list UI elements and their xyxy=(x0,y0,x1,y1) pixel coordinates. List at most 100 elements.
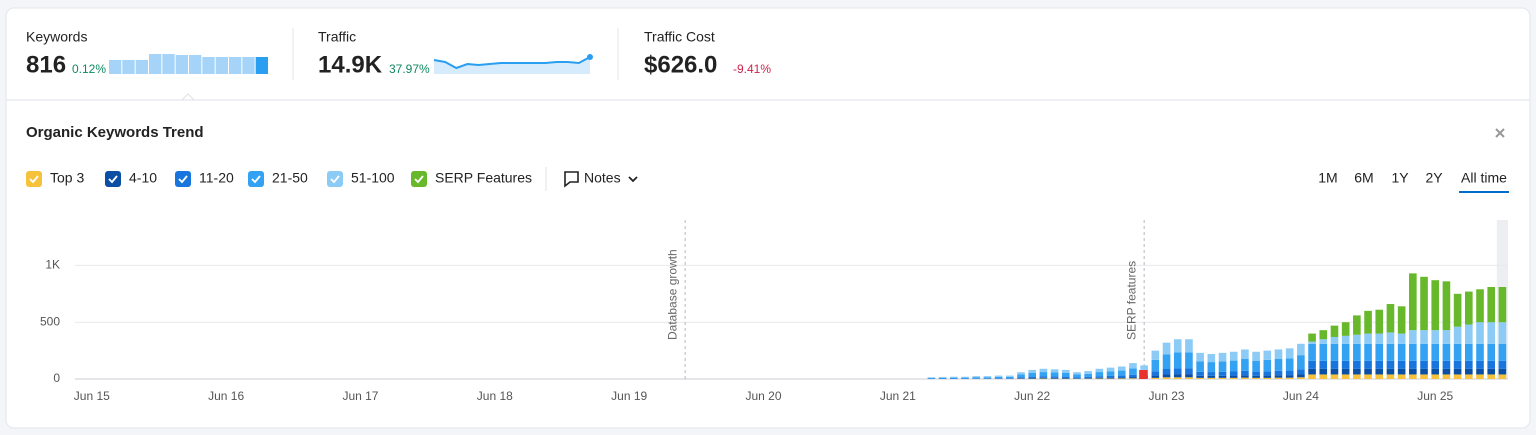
range-button[interactable]: 6M xyxy=(1354,170,1373,186)
notes-button[interactable]: Notes xyxy=(584,170,621,186)
legend-label[interactable]: Top 3 xyxy=(50,170,84,186)
bar-segment xyxy=(1319,368,1328,375)
bar-segment xyxy=(1319,343,1328,361)
close-button[interactable] xyxy=(1495,128,1505,138)
legend-label[interactable]: 21-50 xyxy=(272,170,308,186)
bar-segment xyxy=(1375,333,1384,344)
legend-checkbox[interactable] xyxy=(105,171,121,187)
card xyxy=(5,7,1531,429)
legend-checkbox[interactable] xyxy=(175,171,191,187)
x-tick-label: Jun 21 xyxy=(880,389,916,403)
legend-check[interactable] xyxy=(178,175,188,184)
bar-segment xyxy=(1498,322,1507,344)
legend-check[interactable] xyxy=(108,175,118,184)
bar-segment xyxy=(1285,358,1294,371)
bar-segment xyxy=(1353,334,1361,344)
bar-segment xyxy=(1129,378,1137,379)
metric-value: 14.9K xyxy=(318,51,383,78)
bar-segment xyxy=(1297,377,1305,379)
bar-segment xyxy=(1006,375,1014,377)
bar-segment xyxy=(1263,375,1272,378)
bar-segment xyxy=(1498,374,1507,379)
bar-segment xyxy=(1229,360,1238,372)
bar-segment xyxy=(983,377,992,379)
y-tick-label: 1K xyxy=(45,258,60,272)
bar-segment xyxy=(1185,339,1193,353)
range-button[interactable]: 2Y xyxy=(1425,170,1443,186)
bar-segment xyxy=(1207,375,1216,378)
bar-segment xyxy=(1017,374,1025,378)
notes-chevron[interactable] xyxy=(628,176,638,183)
bar-segment xyxy=(1397,374,1406,379)
bar-segment xyxy=(1297,369,1305,375)
bar-segment xyxy=(1061,372,1070,377)
sparkline-bar xyxy=(202,57,215,74)
legend-label[interactable]: SERP Features xyxy=(435,170,532,186)
bar-segment xyxy=(1084,376,1092,379)
bar-segment xyxy=(1476,374,1484,379)
legend-check[interactable] xyxy=(330,175,340,184)
bar-segment xyxy=(1308,341,1316,344)
bar-segment xyxy=(1196,375,1204,378)
bar-segment xyxy=(1409,273,1417,331)
legend-check[interactable] xyxy=(29,175,39,184)
bar-segment xyxy=(1465,291,1473,325)
bar-segment xyxy=(1353,374,1361,379)
bar-segment xyxy=(1409,330,1417,344)
bar-segment xyxy=(1431,368,1440,375)
legend-label[interactable]: 4-10 xyxy=(129,170,157,186)
bar-segment xyxy=(1386,343,1395,361)
bar-segment xyxy=(972,376,981,378)
bar-segment xyxy=(1442,343,1451,361)
bar-segment xyxy=(1397,333,1406,344)
bar-segment xyxy=(1162,369,1171,375)
bar-segment xyxy=(1431,360,1440,369)
bar-segment xyxy=(1207,372,1216,376)
range-button[interactable]: 1M xyxy=(1318,170,1337,186)
legend-label[interactable]: 51-100 xyxy=(351,170,395,186)
legend-checkbox[interactable] xyxy=(327,171,343,187)
bar-segment xyxy=(1084,371,1092,374)
bar-segment xyxy=(1095,376,1104,378)
bar-segment xyxy=(1151,359,1160,372)
bar-segment xyxy=(1285,375,1294,378)
legend-checkbox[interactable] xyxy=(411,171,427,187)
legend-check[interactable] xyxy=(414,175,424,184)
bar-segment xyxy=(1151,350,1160,360)
legend-check[interactable] xyxy=(251,175,261,184)
bar-segment xyxy=(1173,368,1182,375)
sparkline-bar xyxy=(149,54,162,74)
sparkline-bar xyxy=(122,60,135,74)
bar-segment xyxy=(1263,371,1272,376)
legend-checkbox[interactable] xyxy=(26,171,42,187)
bar-segment xyxy=(927,377,936,379)
bar-segment xyxy=(1006,376,1014,379)
notes-icon[interactable] xyxy=(564,171,579,188)
range-button[interactable]: 1Y xyxy=(1391,170,1409,186)
bar-segment xyxy=(1095,372,1104,377)
bar-segment xyxy=(1386,368,1395,375)
legend-checkbox[interactable] xyxy=(248,171,264,187)
bar-segment xyxy=(1297,355,1305,370)
notch-cover xyxy=(181,100,195,103)
bar-segment xyxy=(1006,378,1014,379)
bar-segment xyxy=(1330,360,1339,369)
bar-segment xyxy=(1196,377,1204,379)
bar-segment xyxy=(983,376,992,378)
sparkline-bar xyxy=(175,55,188,74)
bar-segment xyxy=(1341,335,1350,344)
range-button[interactable]: All time xyxy=(1461,170,1507,186)
y-tick-label: 0 xyxy=(53,371,60,385)
bar-segment xyxy=(1487,322,1496,344)
bar-segment xyxy=(1375,309,1384,334)
bar-segment xyxy=(1487,360,1496,369)
bar-segment xyxy=(1073,378,1081,379)
bar-segment xyxy=(1218,371,1227,376)
metric-change: 0.12% xyxy=(72,62,106,76)
bar-segment xyxy=(961,376,969,378)
bar-segment xyxy=(1431,280,1440,331)
legend-label[interactable]: 11-20 xyxy=(199,170,234,186)
x-tick-label: Jun 23 xyxy=(1149,389,1185,403)
bar-segment xyxy=(1487,287,1496,323)
bar-segment xyxy=(1498,343,1507,361)
